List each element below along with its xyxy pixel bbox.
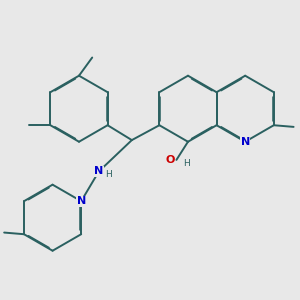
Text: H: H	[183, 159, 190, 168]
Text: N: N	[241, 137, 250, 147]
Text: H: H	[105, 170, 112, 179]
Text: N: N	[76, 196, 86, 206]
Text: N: N	[94, 167, 104, 176]
Text: O: O	[165, 155, 175, 165]
